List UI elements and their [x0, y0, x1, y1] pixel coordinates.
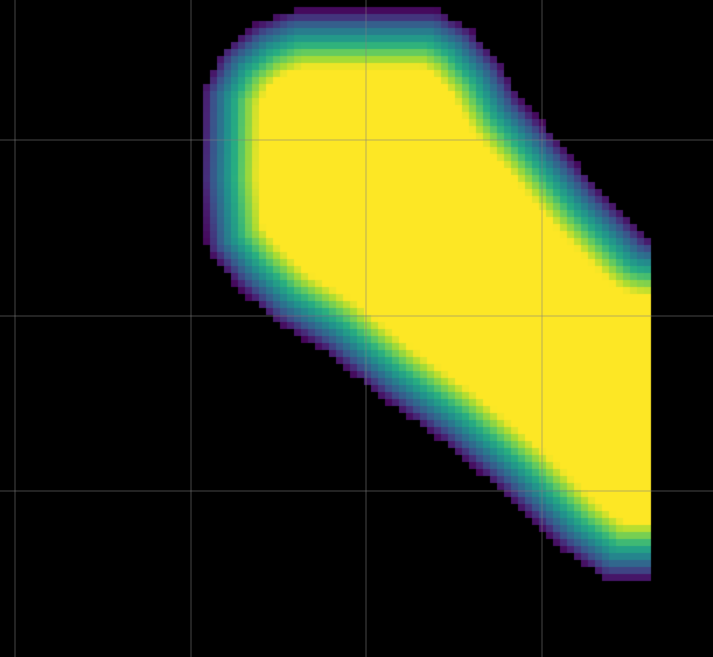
grid-overlay	[0, 0, 713, 657]
heatmap-viewport	[0, 0, 713, 657]
heatmap-plot	[0, 0, 713, 657]
